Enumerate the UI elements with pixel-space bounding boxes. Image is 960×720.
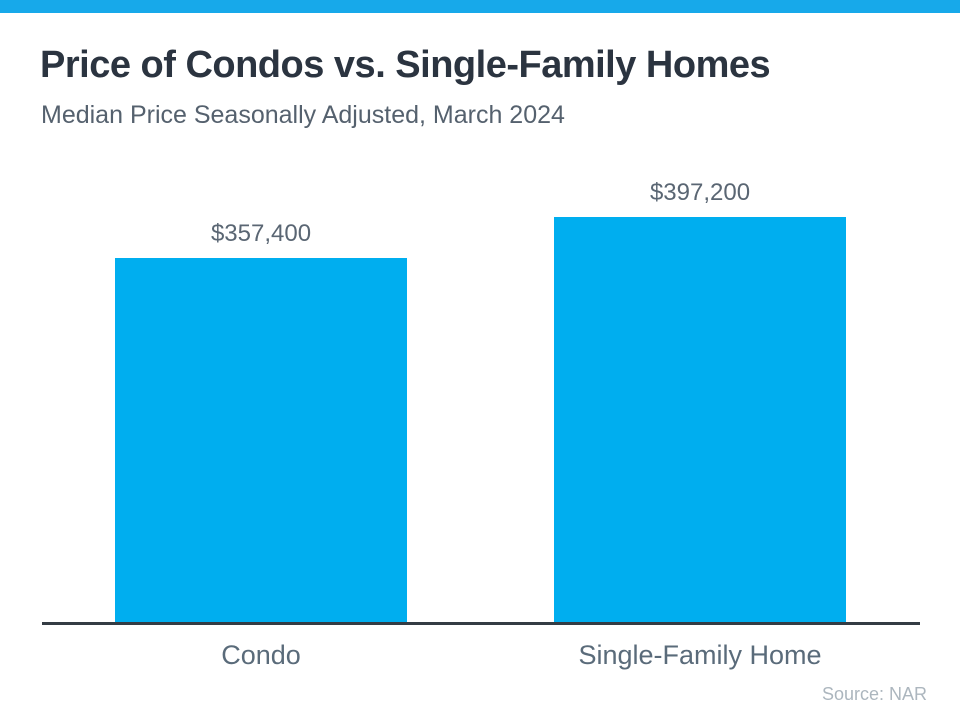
category-label-single-family-home: Single-Family Home bbox=[578, 640, 822, 670]
top-accent-strip bbox=[0, 0, 960, 13]
bar-condo bbox=[115, 258, 407, 622]
category-label-condo: Condo bbox=[221, 640, 301, 670]
bar-single-family-home bbox=[554, 217, 846, 622]
page-subtitle: Median Price Seasonally Adjusted, March … bbox=[41, 101, 565, 129]
value-label-single-family-home: $397,200 bbox=[649, 179, 751, 206]
source-credit: Source: NAR bbox=[821, 684, 927, 704]
x-axis-line bbox=[42, 622, 920, 625]
page-title: Price of Condos vs. Single-Family Homes bbox=[40, 44, 771, 86]
value-label-condo: $357,400 bbox=[210, 220, 312, 247]
